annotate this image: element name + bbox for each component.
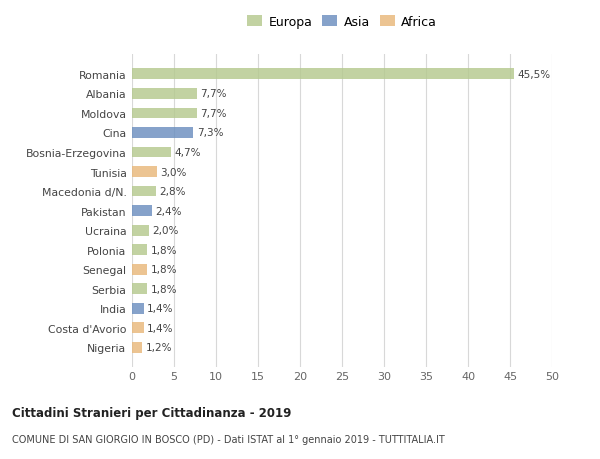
Text: 7,7%: 7,7% — [200, 109, 227, 118]
Bar — [132, 108, 197, 119]
Bar — [132, 225, 149, 236]
Text: COMUNE DI SAN GIORGIO IN BOSCO (PD) - Dati ISTAT al 1° gennaio 2019 - TUTTITALIA: COMUNE DI SAN GIORGIO IN BOSCO (PD) - Da… — [12, 434, 445, 444]
Text: 1,4%: 1,4% — [147, 304, 173, 313]
Bar — [132, 303, 144, 314]
Bar — [132, 69, 514, 80]
Text: Cittadini Stranieri per Cittadinanza - 2019: Cittadini Stranieri per Cittadinanza - 2… — [12, 406, 292, 419]
Text: 4,7%: 4,7% — [175, 148, 202, 157]
Bar — [132, 206, 152, 217]
Bar — [132, 323, 144, 334]
Bar — [132, 128, 193, 139]
Text: 1,2%: 1,2% — [145, 343, 172, 353]
Legend: Europa, Asia, Africa: Europa, Asia, Africa — [242, 11, 442, 34]
Text: 2,0%: 2,0% — [152, 226, 179, 235]
Bar — [132, 245, 147, 256]
Text: 1,8%: 1,8% — [151, 245, 177, 255]
Bar — [132, 264, 147, 275]
Text: 1,8%: 1,8% — [151, 284, 177, 294]
Text: 2,8%: 2,8% — [159, 187, 185, 196]
Bar — [132, 89, 197, 100]
Text: 1,4%: 1,4% — [147, 323, 173, 333]
Bar — [132, 186, 155, 197]
Text: 7,7%: 7,7% — [200, 89, 227, 99]
Text: 2,4%: 2,4% — [155, 206, 182, 216]
Bar — [132, 147, 172, 158]
Text: 45,5%: 45,5% — [518, 70, 551, 79]
Bar — [132, 342, 142, 353]
Bar — [132, 284, 147, 295]
Text: 7,3%: 7,3% — [197, 128, 223, 138]
Text: 1,8%: 1,8% — [151, 265, 177, 274]
Bar — [132, 167, 157, 178]
Text: 3,0%: 3,0% — [161, 167, 187, 177]
